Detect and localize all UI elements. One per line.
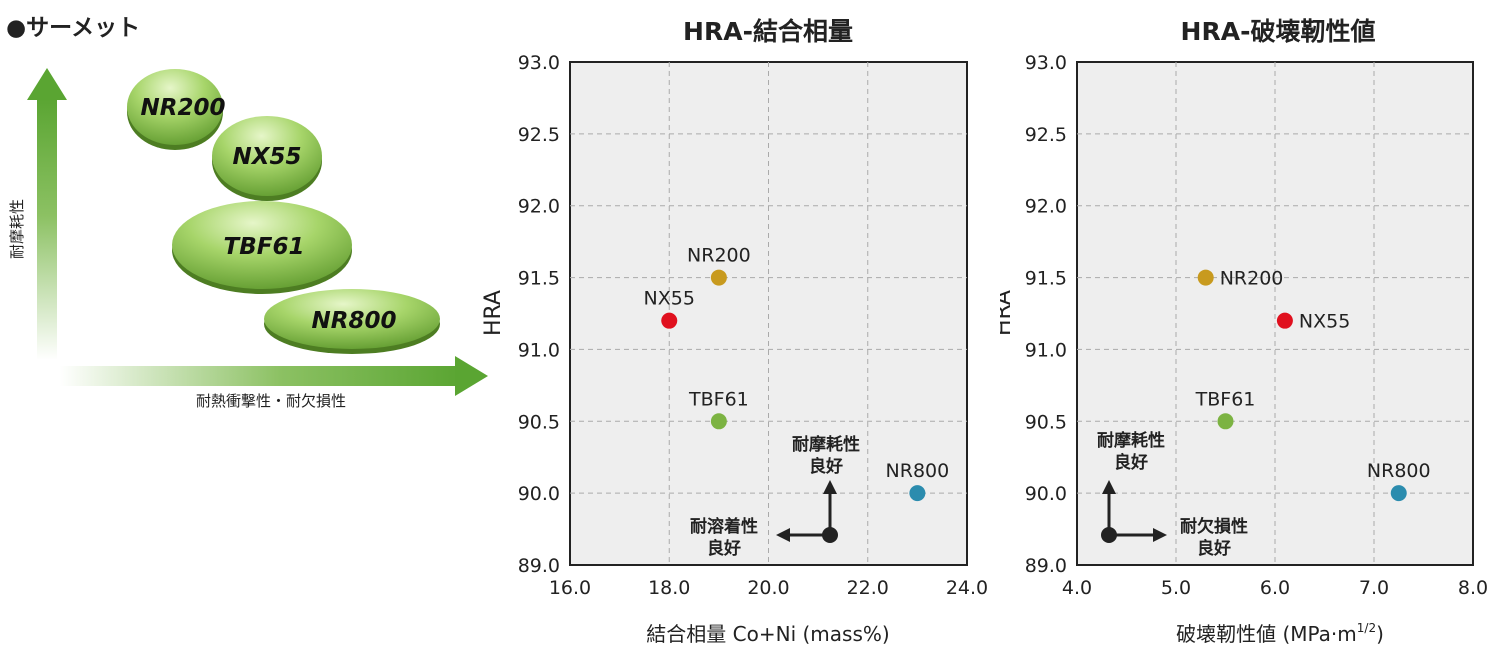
- x-axis-title: 破壊靭性値 (MPa·m1/2): [1176, 621, 1384, 646]
- direction-indicator: 耐摩耗性 良好 耐溶着性 良好: [690, 434, 860, 559]
- annotation-chipping-line2: 良好: [1197, 538, 1231, 559]
- grid-lines: [570, 62, 967, 565]
- y-tick-label: 91.0: [1025, 339, 1067, 361]
- left-arrow-head: [776, 528, 790, 542]
- data-point-nr200: [710, 269, 727, 286]
- y-tick-label: 93.0: [518, 52, 560, 74]
- x-tick-label: 16.0: [549, 577, 591, 599]
- data-label-tbf61: TBF61: [1195, 388, 1256, 410]
- x-tick-label: 22.0: [847, 577, 889, 599]
- chart-title: HRA-破壊靭性値: [1181, 17, 1376, 46]
- data-point-nx55: [1276, 312, 1293, 329]
- y-tick-label: 91.0: [518, 339, 560, 361]
- y-tick-label: 90.0: [518, 483, 560, 505]
- chart-hra-toughness: HRA-破壊靭性値 89.0 90.0 90.5 91.0 91.5 92.0 92.5 93…: [1000, 17, 1488, 646]
- x-tick-label: 5.0: [1161, 577, 1191, 599]
- x-axis-title-end: ): [1376, 622, 1384, 646]
- origin-dot: [822, 527, 838, 543]
- right-arrow-head: [1153, 528, 1167, 542]
- x-tick-label: 24.0: [946, 577, 988, 599]
- grade-label-nx55: NX55: [233, 144, 302, 170]
- y-tick-label: 92.5: [518, 124, 560, 146]
- grade-label-tbf61: TBF61: [224, 234, 305, 260]
- up-arrow-head: [823, 480, 837, 494]
- grade-ellipse-nx55: [212, 116, 322, 201]
- data-label-nr800: NR800: [886, 460, 950, 482]
- data-label-nr200: NR200: [687, 245, 751, 267]
- x-tick-label: 20.0: [747, 577, 789, 599]
- grid-lines: [1077, 62, 1473, 565]
- data-label-nx55: NX55: [1299, 311, 1350, 333]
- y-tick-label: 91.5: [1025, 268, 1067, 290]
- y-tick-label: 92.0: [1025, 196, 1067, 218]
- x-axis-title-main: 破壊靭性値 (MPa·m: [1176, 622, 1357, 646]
- data-point-nx55: [661, 312, 678, 329]
- y-axis-title: HRA: [1000, 290, 1016, 336]
- grade-ellipse-nr800: [264, 289, 440, 354]
- annotation-wear-line2: 良好: [809, 456, 843, 477]
- grade-label-nr800: NR800: [312, 308, 397, 334]
- data-label-nr800: NR800: [1367, 460, 1431, 482]
- chart-title: HRA-結合相量: [683, 17, 853, 46]
- origin-dot: [1101, 527, 1117, 543]
- toughness-arrow: [60, 356, 488, 396]
- data-label-nr200: NR200: [1220, 268, 1284, 290]
- wear-resistance-arrow: [27, 68, 67, 360]
- chart-hra-binder: HRA-結合相量 89.0 90.0 90.5 91.0 91.5 92.0 92.5 93.…: [481, 17, 988, 646]
- data-point-nr200: [1197, 269, 1214, 286]
- grade-position-diagram: NR200 NX55 TBF61 NR800 耐摩耗性 耐熱衝撃性・耐欠損性: [8, 68, 488, 410]
- y-tick-label: 92.0: [518, 196, 560, 218]
- x-axis-title: 結合相量 Co+Ni (mass%): [646, 622, 889, 646]
- x-axis-label: 耐熱衝撃性・耐欠損性: [196, 392, 346, 410]
- x-axis-title-sup: 1/2: [1357, 621, 1376, 635]
- y-tick-label: 89.0: [1025, 555, 1067, 577]
- data-point-tbf61: [710, 413, 727, 430]
- y-axis-label: 耐摩耗性: [8, 199, 26, 259]
- x-tick-label: 8.0: [1458, 577, 1488, 599]
- y-tick-label: 90.0: [1025, 483, 1067, 505]
- up-arrow-head: [1102, 480, 1116, 494]
- y-tick-label: 93.0: [1025, 52, 1067, 74]
- data-point-tbf61: [1217, 413, 1234, 430]
- data-point-nr800: [1390, 485, 1407, 502]
- y-tick-label: 92.5: [1025, 124, 1067, 146]
- y-tick-label: 90.5: [518, 411, 560, 433]
- annotation-chipping-line1: 耐欠損性: [1180, 516, 1248, 537]
- annotation-wear-line1: 耐摩耗性: [792, 434, 860, 455]
- y-tick-label: 91.5: [518, 268, 560, 290]
- grade-ellipse-tbf61: [172, 201, 352, 294]
- annotation-weld-line2: 良好: [707, 538, 741, 559]
- x-tick-label: 7.0: [1359, 577, 1389, 599]
- data-label-tbf61: TBF61: [688, 388, 749, 410]
- y-tick-label: 90.5: [1025, 411, 1067, 433]
- direction-indicator: 耐摩耗性 良好 耐欠損性 良好: [1097, 430, 1248, 559]
- annotation-wear-line2: 良好: [1114, 452, 1148, 473]
- x-tick-label: 4.0: [1062, 577, 1092, 599]
- section-title: ●サーメット: [6, 15, 141, 41]
- grade-label-nr200: NR200: [141, 95, 226, 121]
- x-tick-label: 6.0: [1260, 577, 1290, 599]
- data-point-nr800: [909, 485, 926, 502]
- x-tick-label: 18.0: [648, 577, 690, 599]
- data-label-nx55: NX55: [644, 288, 695, 310]
- annotation-weld-line1: 耐溶着性: [690, 516, 758, 537]
- y-axis-title: HRA: [481, 290, 506, 336]
- annotation-wear-line1: 耐摩耗性: [1097, 430, 1165, 451]
- grade-ellipse-nr200: [127, 69, 223, 150]
- y-tick-label: 89.0: [518, 555, 560, 577]
